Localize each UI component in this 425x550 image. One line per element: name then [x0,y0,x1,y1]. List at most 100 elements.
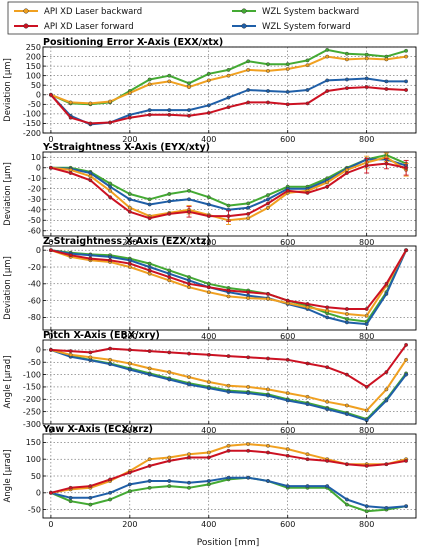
y-tick-label-0-4: 0 [36,91,41,100]
data-point-0-0-2 [88,101,93,106]
data-point-2-1-11 [266,291,270,296]
data-point-4-3-1 [68,495,73,500]
data-point-2-1-13 [305,302,310,306]
data-point-2-1-16 [364,307,369,311]
y-tick-label-1-7: 10 [31,153,41,162]
data-point-3-1-10 [246,355,251,360]
data-point-2-2-15 [344,317,349,321]
data-point-2-1-5 [147,268,152,273]
data-point-1-2-7 [187,188,191,193]
x-axis-label: Position [mm] [197,538,259,548]
data-point-4-0-10 [246,442,251,446]
y-axis-label-0: Deviation [µm] [3,58,13,122]
data-point-3-1-5 [147,349,152,353]
x-tick-label-4-1: 200 [122,520,137,529]
data-point-4-1-0 [49,490,53,495]
data-point-3-0-11 [266,387,270,392]
data-point-3-1-6 [167,350,172,355]
data-point-0-0-8 [206,78,211,83]
data-point-2-1-14 [325,305,330,310]
x-tick-label-1-0: 0 [48,238,53,247]
data-point-2-1-3 [108,258,113,263]
data-point-4-1-10 [246,448,251,453]
data-point-1-1-10 [246,211,251,216]
data-point-3-3-9 [226,389,231,394]
legend-label-1: API XD Laser forward [44,22,134,32]
data-point-1-3-7 [187,197,191,202]
data-point-2-3-3 [108,254,113,259]
y-tick-label-3-1: -250 [23,407,41,416]
panel-title-1: Y-Straightness X-Axis (EYX/xty) [42,142,210,153]
plot-frame-2 [42,245,417,331]
data-point-0-1-14 [325,89,330,93]
data-point-3-3-13 [305,402,310,407]
data-point-0-3-11 [266,89,270,93]
data-point-1-3-3 [108,184,113,189]
data-point-2-1-8 [206,285,211,290]
data-point-4-1-3 [108,477,113,482]
series-line-3-0 [50,348,407,412]
data-point-2-1-1 [68,253,73,258]
data-point-0-3-16 [364,76,369,81]
data-point-0-0-4 [127,91,132,95]
data-point-4-3-17 [384,505,389,510]
data-point-3-1-8 [206,352,211,357]
data-point-1-0-15 [344,167,349,172]
data-point-1-2-9 [226,203,231,208]
data-point-2-1-0 [49,248,53,253]
y-tick-label-0-7: 150 [26,62,41,71]
data-point-0-0-11 [266,69,270,73]
data-point-0-3-18 [404,79,408,84]
y-tick-label-2-2: -40 [28,280,41,289]
data-point-2-3-2 [88,253,93,258]
data-point-4-3-6 [167,479,172,483]
data-point-2-3-5 [147,265,152,269]
data-point-1-1-13 [305,190,310,195]
legend-marker-0 [23,8,29,14]
data-point-0-1-2 [88,121,93,126]
x-tick-label-1-3: 600 [280,238,295,247]
data-point-1-0-2 [88,174,93,179]
data-point-4-3-5 [147,479,152,483]
data-point-3-0-6 [167,370,172,374]
data-point-3-0-17 [384,387,389,392]
data-point-4-2-3 [108,497,113,502]
data-point-1-3-8 [206,202,211,207]
data-point-4-1-11 [266,450,270,455]
data-point-2-0-5 [147,271,152,276]
data-point-1-3-11 [266,197,270,202]
data-point-3-3-18 [404,372,408,377]
data-point-1-3-4 [127,197,132,202]
y-tick-label-1-1: -50 [28,216,41,225]
data-point-2-3-4 [127,258,132,263]
data-point-2-2-7 [187,275,191,279]
data-point-3-1-1 [68,349,73,353]
plot-frame-1 [42,151,417,237]
data-point-1-3-6 [167,199,172,204]
x-tick-label-2-2: 400 [201,332,216,341]
data-point-2-0-7 [187,285,191,290]
y-tick-label-4-3: 100 [26,455,41,464]
data-point-4-3-11 [266,479,270,483]
data-point-4-1-9 [226,448,231,453]
data-point-3-0-14 [325,399,330,404]
data-point-0-1-9 [226,105,231,110]
legend-marker-2 [241,8,247,14]
data-point-3-0-4 [127,361,132,366]
data-point-1-1-6 [167,211,172,216]
x-tick-label-2-4: 800 [359,332,374,341]
panel-1: Y-Straightness X-Axis (EYX/xty) -60 -50-40… [3,142,417,247]
y-tick-label-3-3: -150 [23,383,41,392]
data-point-0-2-12 [285,62,290,67]
y-axis-label-2: Deviation [µm] [3,256,13,320]
y-tick-label-0-0: -200 [23,129,41,138]
data-point-2-1-12 [285,298,290,303]
y-tick-label-0-5: 50 [31,81,41,90]
data-point-4-3-7 [187,480,191,485]
y-tick-label-1-2: -40 [28,206,41,215]
y-axis-label-3: Angle [µrad] [3,355,13,408]
data-point-0-1-16 [364,85,369,90]
data-point-0-1-10 [246,100,251,105]
data-point-0-2-13 [305,58,310,63]
y-tick-label-4-1: 0 [36,489,41,498]
